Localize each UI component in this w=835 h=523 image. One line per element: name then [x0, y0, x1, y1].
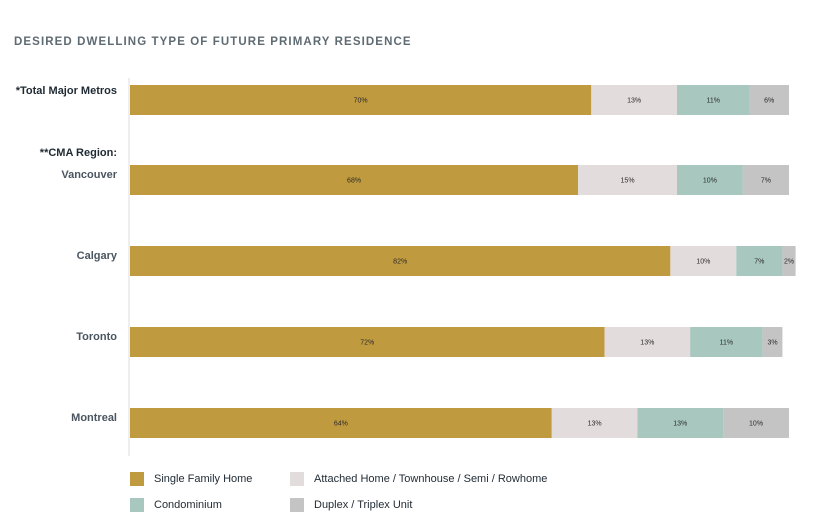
- data-label: 68%: [347, 178, 361, 185]
- bar-segment: [676, 85, 750, 115]
- legend-item-duplex: Duplex / Triplex Unit: [290, 498, 412, 512]
- bar-segment: [690, 327, 763, 357]
- legend-label: Condominium: [154, 499, 222, 511]
- data-label: 15%: [621, 178, 635, 185]
- bar-segment: [742, 165, 789, 195]
- data-label: 7%: [761, 178, 771, 185]
- legend-item-single-family: Single Family Home: [130, 472, 252, 486]
- data-label: 10%: [703, 178, 717, 185]
- bar-segment: [578, 165, 677, 195]
- bar-segment: [130, 327, 605, 357]
- legend-swatch: [290, 498, 304, 512]
- data-label: 11%: [720, 340, 734, 347]
- data-label: 13%: [673, 421, 687, 428]
- legend-item-condominium: Condominium: [130, 498, 222, 512]
- data-label: 82%: [393, 259, 407, 266]
- data-label: 7%: [754, 259, 764, 266]
- bar-segment: [591, 85, 677, 115]
- bar-segment: [604, 327, 691, 357]
- category-label: Vancouver: [61, 169, 117, 181]
- bar-segment: [670, 246, 737, 276]
- data-label: 70%: [354, 98, 368, 105]
- category-label: Montreal: [71, 412, 117, 424]
- bar-segment: [637, 408, 724, 438]
- data-label: 3%: [767, 340, 777, 347]
- group-heading: **CMA Region:: [40, 147, 117, 159]
- legend: Single Family Home Attached Home / Townh…: [130, 472, 650, 516]
- legend-label: Duplex / Triplex Unit: [314, 499, 413, 511]
- bar-segment: [749, 85, 789, 115]
- bar-segment: [736, 246, 783, 276]
- chart-title: DESIRED DWELLING TYPE OF FUTURE PRIMARY …: [14, 36, 412, 48]
- data-label: 72%: [360, 340, 374, 347]
- data-label: 13%: [627, 98, 641, 105]
- data-label: 10%: [696, 259, 710, 266]
- legend-label: Single Family Home: [154, 473, 253, 485]
- data-label: 64%: [334, 421, 348, 428]
- bar-segment: [762, 327, 783, 357]
- data-label: 6%: [764, 98, 774, 105]
- bar-segment: [130, 85, 592, 115]
- bar-segment: [551, 408, 638, 438]
- category-label: *Total Major Metros: [16, 85, 117, 97]
- bar-segment: [676, 165, 743, 195]
- data-label: 13%: [588, 421, 602, 428]
- bar-segment: [723, 408, 789, 438]
- legend-swatch: [290, 472, 304, 486]
- bar-segment: [130, 408, 552, 438]
- data-label: 11%: [706, 98, 720, 105]
- bar-segment: [782, 246, 796, 276]
- legend-item-attached-home: Attached Home / Townhouse / Semi / Rowho…: [290, 472, 547, 486]
- bar-segment: [130, 165, 579, 195]
- legend-swatch: [130, 498, 144, 512]
- category-label: Toronto: [76, 331, 117, 343]
- data-label: 10%: [749, 421, 763, 428]
- bar-segment: [130, 246, 671, 276]
- legend-swatch: [130, 472, 144, 486]
- data-label: 13%: [640, 340, 654, 347]
- data-label: 2%: [784, 259, 794, 266]
- category-label: Calgary: [77, 250, 118, 262]
- legend-label: Attached Home / Townhouse / Semi / Rowho…: [314, 473, 548, 485]
- stacked-bar-chart: 70% 13% 11% 6% 68% 15% 10% 7% 82% 10% 7% 2% 72% 13% 11…: [16, 78, 796, 456]
